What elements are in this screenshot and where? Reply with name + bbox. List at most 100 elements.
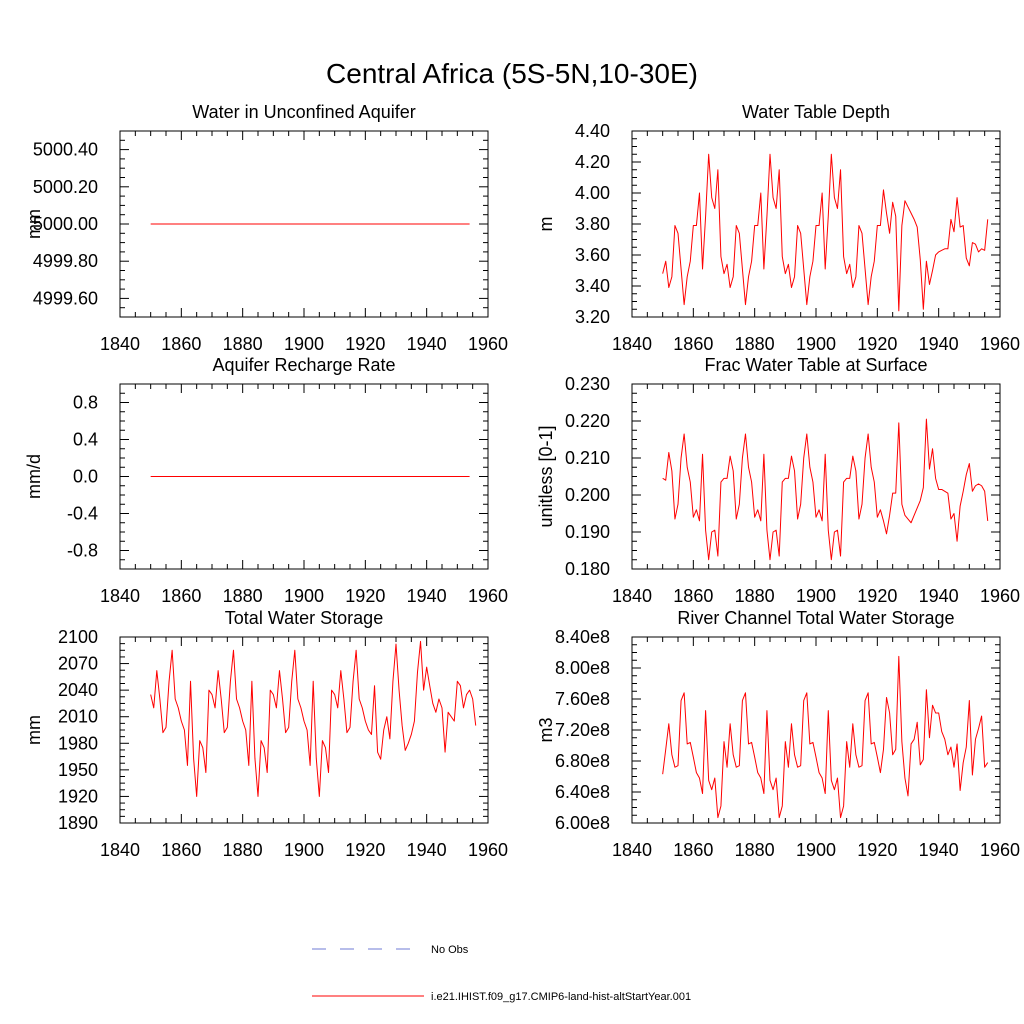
y-tick-label: 0.210 bbox=[565, 448, 610, 468]
y-tick-label: 4.40 bbox=[575, 121, 610, 141]
panel-title: River Channel Total Water Storage bbox=[677, 608, 954, 628]
panel-water-table-depth: Water Table Depth m 1840 1860 1880 1900 1920 19… bbox=[536, 102, 1020, 354]
y-tick-label: 8.00e8 bbox=[555, 658, 610, 678]
x-tick-label: 1920 bbox=[345, 586, 385, 606]
x-tick-label: 1960 bbox=[980, 840, 1020, 860]
y-tick-label: 0.200 bbox=[565, 485, 610, 505]
x-tick-label: 1900 bbox=[796, 334, 836, 354]
y-tick-label: 1950 bbox=[58, 760, 98, 780]
x-tick-label: 1920 bbox=[857, 334, 897, 354]
x-tick-label: 1960 bbox=[468, 334, 508, 354]
y-tick-label: 6.40e8 bbox=[555, 782, 610, 802]
y-tick-label: 2070 bbox=[58, 654, 98, 674]
y-axis-label: m3 bbox=[536, 717, 556, 742]
x-tick-label: 1860 bbox=[673, 334, 713, 354]
y-tick-label: 1980 bbox=[58, 733, 98, 753]
x-tick-label: 1900 bbox=[284, 840, 324, 860]
y-tick-label: 5000.20 bbox=[33, 177, 98, 197]
x-tick-label: 1940 bbox=[407, 334, 447, 354]
y-tick-label: 5000.40 bbox=[33, 140, 98, 160]
y-tick-label: 2100 bbox=[58, 627, 98, 647]
x-tick-label: 1860 bbox=[161, 840, 201, 860]
y-tick-label: 0.8 bbox=[73, 393, 98, 413]
panel-total-water-storage: Total Water Storage mm 1840 1860 1880 1900 192… bbox=[24, 608, 508, 860]
y-tick-label: -0.4 bbox=[67, 504, 98, 524]
x-tick-label: 1920 bbox=[857, 840, 897, 860]
y-tick-label: 3.40 bbox=[575, 276, 610, 296]
y-tick-label: 2010 bbox=[58, 707, 98, 727]
x-tick-label: 1920 bbox=[857, 586, 897, 606]
x-tick-label: 1940 bbox=[407, 586, 447, 606]
y-tick-label: 0.220 bbox=[565, 411, 610, 431]
x-tick-label: 1840 bbox=[100, 334, 140, 354]
y-axis-label: m bbox=[536, 217, 556, 232]
panel-aquifer-recharge-rate: Aquifer Recharge Rate mm/d 1840 1860 1880 190… bbox=[24, 355, 508, 606]
y-axis-label: mm bbox=[24, 715, 44, 745]
x-tick-label: 1860 bbox=[161, 334, 201, 354]
y-tick-label: 0.190 bbox=[565, 522, 610, 542]
x-tick-label: 1920 bbox=[345, 334, 385, 354]
y-tick-label: 0.4 bbox=[73, 430, 98, 450]
series-line bbox=[662, 655, 989, 819]
y-tick-label: 8.40e8 bbox=[555, 627, 610, 647]
x-tick-label: 1960 bbox=[980, 586, 1020, 606]
y-tick-label: -0.8 bbox=[67, 541, 98, 561]
x-tick-label: 1840 bbox=[100, 840, 140, 860]
y-axis-label: mm/d bbox=[24, 454, 44, 499]
x-tick-label: 1940 bbox=[919, 840, 959, 860]
series-line bbox=[662, 418, 989, 561]
panel-frac-water-table-at-surface: Frac Water Table at Surface unitless [0-1… bbox=[536, 355, 1020, 606]
y-tick-label: 6.80e8 bbox=[555, 751, 610, 771]
y-tick-label: 6.00e8 bbox=[555, 813, 610, 833]
y-tick-label: 0.0 bbox=[73, 467, 98, 487]
x-tick-label: 1880 bbox=[223, 586, 263, 606]
panel-title: Frac Water Table at Surface bbox=[704, 355, 927, 375]
x-tick-label: 1860 bbox=[161, 586, 201, 606]
x-tick-label: 1940 bbox=[407, 840, 447, 860]
x-tick-label: 1840 bbox=[100, 586, 140, 606]
panel-title: Aquifer Recharge Rate bbox=[212, 355, 395, 375]
y-tick-label: 7.60e8 bbox=[555, 689, 610, 709]
panel-water-in-unconfined-aquifer: Water in Unconfined Aquifer mm 1840 1860 188… bbox=[24, 102, 508, 354]
x-tick-label: 1900 bbox=[796, 840, 836, 860]
x-tick-label: 1880 bbox=[735, 840, 775, 860]
y-tick-label: 1920 bbox=[58, 786, 98, 806]
legend-label-no-obs: No Obs bbox=[431, 944, 469, 956]
x-tick-label: 1840 bbox=[612, 334, 652, 354]
x-tick-label: 1880 bbox=[735, 334, 775, 354]
y-tick-label: 4999.80 bbox=[33, 251, 98, 271]
series-line bbox=[662, 153, 989, 312]
x-tick-label: 1940 bbox=[919, 334, 959, 354]
panel-title: Water in Unconfined Aquifer bbox=[192, 102, 415, 122]
y-tick-label: 4.20 bbox=[575, 152, 610, 172]
x-tick-label: 1900 bbox=[284, 334, 324, 354]
y-tick-label: 2040 bbox=[58, 680, 98, 700]
series-line bbox=[150, 640, 477, 797]
chart-panels: Water in Unconfined Aquifer mm 1840 1860 188… bbox=[24, 102, 1020, 860]
y-tick-label: 0.230 bbox=[565, 374, 610, 394]
y-tick-label: 4.00 bbox=[575, 183, 610, 203]
panel-title: Water Table Depth bbox=[742, 102, 890, 122]
x-tick-label: 1940 bbox=[919, 586, 959, 606]
legend: No Obs i.e21.IHIST.f09_g17.CMIP6-land-hi… bbox=[312, 944, 691, 1003]
x-tick-label: 1960 bbox=[468, 586, 508, 606]
y-tick-label: 7.20e8 bbox=[555, 720, 610, 740]
x-tick-label: 1840 bbox=[612, 586, 652, 606]
x-tick-label: 1840 bbox=[612, 840, 652, 860]
y-tick-label: 4999.60 bbox=[33, 288, 98, 308]
x-tick-label: 1960 bbox=[468, 840, 508, 860]
y-tick-label: 3.20 bbox=[575, 307, 610, 327]
y-tick-label: 0.180 bbox=[565, 559, 610, 579]
legend-label-model-run: i.e21.IHIST.f09_g17.CMIP6-land-hist-altS… bbox=[431, 991, 691, 1003]
x-tick-label: 1960 bbox=[980, 334, 1020, 354]
y-tick-label: 3.60 bbox=[575, 245, 610, 265]
panel-title: Total Water Storage bbox=[225, 608, 383, 628]
panel-river-channel-total-water-storage: River Channel Total Water Storage m3 1840 1… bbox=[536, 608, 1020, 860]
x-tick-label: 1880 bbox=[223, 334, 263, 354]
x-tick-label: 1860 bbox=[673, 840, 713, 860]
y-tick-label: 3.80 bbox=[575, 214, 610, 234]
figure-title: Central Africa (5S-5N,10-30E) bbox=[326, 58, 698, 89]
y-tick-label: 5000.00 bbox=[33, 214, 98, 234]
